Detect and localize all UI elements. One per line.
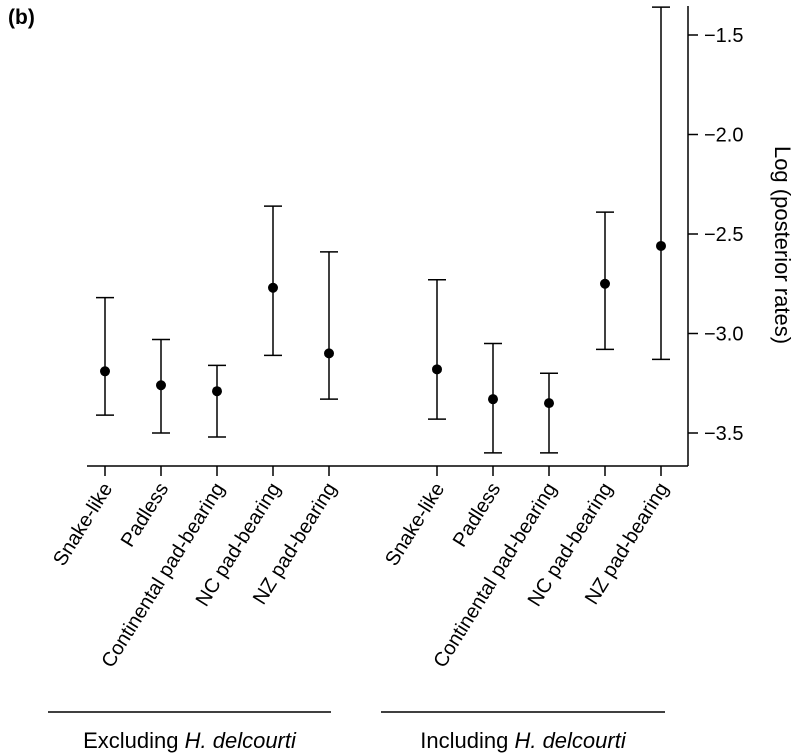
group-labels: Excluding H. delcourti Including H. delco…	[48, 711, 665, 753]
y-tick-label: −1.5	[704, 25, 743, 47]
error-bars	[96, 6, 670, 454]
data-point	[156, 380, 166, 391]
y-axis-title: Log (posterior rates)	[770, 146, 794, 344]
data-point	[656, 240, 666, 251]
group-label-species: H. delcourti	[514, 728, 626, 753]
category-label: Snake-like	[381, 479, 449, 570]
data-point	[324, 348, 334, 359]
category-label: Padless	[117, 479, 173, 551]
y-tick-label: −3.0	[704, 324, 743, 346]
y-tick-label: −3.5	[704, 423, 743, 445]
group-label-prefix: Excluding	[83, 728, 185, 753]
data-point	[544, 398, 554, 409]
data-point	[488, 394, 498, 405]
data-point	[432, 364, 442, 375]
group-label-species: H. delcourti	[185, 728, 297, 753]
y-axis: −1.5 −2.0 −2.5 −3.0 −3.5	[87, 6, 743, 467]
category-label: Snake-like	[49, 479, 117, 570]
data-point	[100, 366, 110, 377]
group-label: Including H. delcourti	[420, 728, 627, 753]
data-points	[100, 240, 666, 409]
data-point	[212, 386, 222, 397]
panel-label: (b)	[8, 6, 35, 29]
category-label: Padless	[449, 479, 505, 551]
data-point	[268, 282, 278, 293]
data-point	[600, 278, 610, 289]
group-label: Excluding H. delcourti	[83, 728, 297, 753]
y-tick-label: −2.0	[704, 125, 743, 147]
y-tick-label: −2.5	[704, 224, 743, 246]
group-label-prefix: Including	[420, 728, 514, 753]
